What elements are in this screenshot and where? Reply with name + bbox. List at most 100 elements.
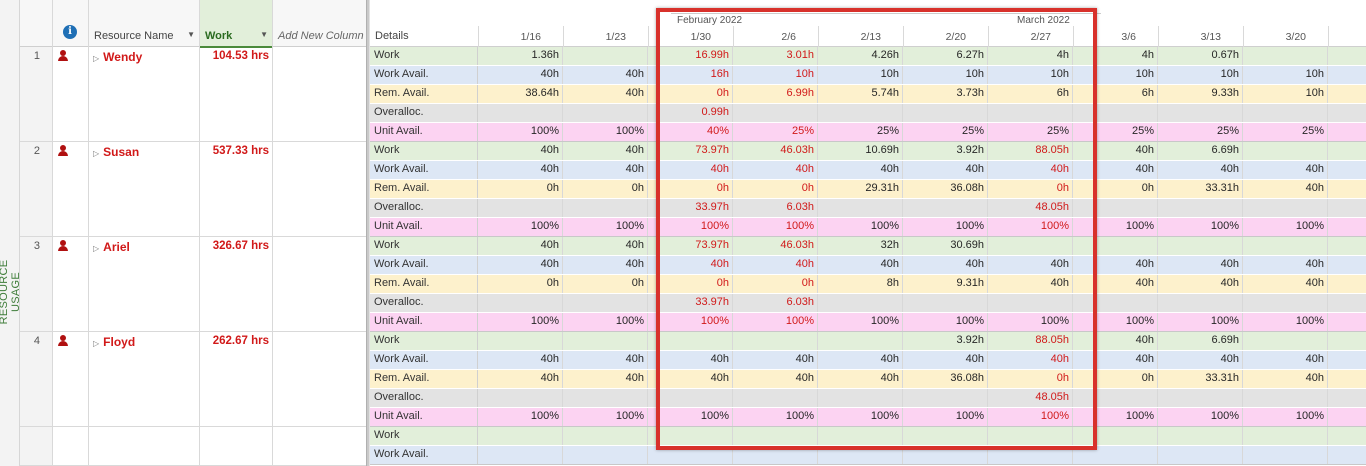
resource-work-cell[interactable] bbox=[200, 427, 273, 465]
detail-value-cell[interactable] bbox=[903, 389, 988, 407]
resource-name-cell[interactable]: ▷ Susan bbox=[89, 142, 200, 236]
detail-value-cell[interactable]: 25% bbox=[1073, 123, 1158, 141]
resource-row[interactable]: 3 ▷ Ariel 326.67 hrs bbox=[20, 237, 370, 332]
detail-value-cell[interactable]: 40h bbox=[1073, 142, 1158, 160]
detail-value-cell[interactable] bbox=[648, 332, 733, 350]
detail-value-cell[interactable] bbox=[1328, 427, 1366, 445]
detail-value-cell[interactable] bbox=[988, 104, 1073, 122]
detail-value-cell[interactable] bbox=[1158, 446, 1243, 464]
expand-triangle-icon[interactable]: ▷ bbox=[93, 54, 100, 63]
detail-value-cell[interactable] bbox=[478, 446, 563, 464]
detail-value-cell[interactable]: 33.97h bbox=[648, 199, 733, 217]
resource-row[interactable]: 2 ▷ Susan 537.33 hrs bbox=[20, 142, 370, 237]
row-number[interactable] bbox=[20, 427, 53, 465]
detail-value-cell[interactable] bbox=[1243, 47, 1328, 65]
detail-value-cell[interactable] bbox=[1243, 389, 1328, 407]
detail-value-cell[interactable] bbox=[1328, 313, 1366, 331]
detail-value-cell[interactable] bbox=[1328, 294, 1366, 312]
detail-value-cell[interactable]: 40h bbox=[988, 161, 1073, 179]
detail-value-cell[interactable]: 40h bbox=[818, 351, 903, 369]
row-number[interactable]: 2 bbox=[20, 142, 53, 236]
detail-value-cell[interactable]: 3.92h bbox=[903, 142, 988, 160]
detail-value-cell[interactable]: 40h bbox=[563, 161, 648, 179]
detail-value-cell[interactable]: 40h bbox=[563, 351, 648, 369]
detail-value-cell[interactable] bbox=[563, 294, 648, 312]
detail-value-cell[interactable] bbox=[903, 446, 988, 464]
expand-triangle-icon[interactable]: ▷ bbox=[93, 339, 100, 348]
detail-value-cell[interactable]: 100% bbox=[478, 313, 563, 331]
detail-value-cell[interactable] bbox=[1243, 332, 1328, 350]
detail-value-cell[interactable]: 10h bbox=[818, 66, 903, 84]
detail-value-cell[interactable] bbox=[1328, 237, 1366, 255]
detail-value-cell[interactable]: 0h bbox=[478, 275, 563, 293]
detail-value-cell[interactable]: 0h bbox=[648, 85, 733, 103]
detail-value-cell[interactable]: 40h bbox=[1243, 256, 1328, 274]
detail-value-cell[interactable] bbox=[903, 294, 988, 312]
detail-value-cell[interactable]: 4h bbox=[988, 47, 1073, 65]
detail-value-cell[interactable] bbox=[478, 332, 563, 350]
detail-value-cell[interactable] bbox=[1073, 446, 1158, 464]
detail-value-cell[interactable]: 40h bbox=[903, 161, 988, 179]
detail-value-cell[interactable]: 100% bbox=[478, 408, 563, 426]
empty-new-column-cell[interactable] bbox=[273, 142, 370, 236]
detail-value-cell[interactable] bbox=[478, 389, 563, 407]
detail-value-cell[interactable]: 10h bbox=[988, 66, 1073, 84]
detail-value-cell[interactable]: 25% bbox=[988, 123, 1073, 141]
detail-value-cell[interactable]: 6.03h bbox=[733, 294, 818, 312]
detail-value-cell[interactable] bbox=[1328, 256, 1366, 274]
resource-name-cell[interactable]: ▷ Floyd bbox=[89, 332, 200, 426]
detail-value-cell[interactable]: 40h bbox=[1158, 161, 1243, 179]
detail-value-cell[interactable] bbox=[818, 294, 903, 312]
resource-name-cell[interactable]: ▷ Wendy bbox=[89, 47, 200, 141]
detail-value-cell[interactable]: 10h bbox=[1243, 66, 1328, 84]
detail-value-cell[interactable]: 40h bbox=[1158, 275, 1243, 293]
detail-value-cell[interactable]: 38.64h bbox=[478, 85, 563, 103]
detail-value-cell[interactable]: 100% bbox=[1158, 313, 1243, 331]
detail-value-cell[interactable]: 10h bbox=[1158, 66, 1243, 84]
detail-value-cell[interactable]: 40h bbox=[563, 370, 648, 388]
detail-value-cell[interactable]: 4h bbox=[1073, 47, 1158, 65]
detail-value-cell[interactable]: 100% bbox=[478, 123, 563, 141]
select-all-corner[interactable] bbox=[20, 0, 53, 47]
detail-value-cell[interactable]: 88.05h bbox=[988, 142, 1073, 160]
detail-value-cell[interactable] bbox=[903, 199, 988, 217]
detail-value-cell[interactable]: 0h bbox=[563, 180, 648, 198]
detail-value-cell[interactable]: 40h bbox=[818, 256, 903, 274]
detail-value-cell[interactable]: 40h bbox=[563, 256, 648, 274]
detail-value-cell[interactable]: 0h bbox=[563, 275, 648, 293]
detail-value-cell[interactable]: 40h bbox=[478, 161, 563, 179]
detail-value-cell[interactable]: 40h bbox=[733, 256, 818, 274]
detail-value-cell[interactable] bbox=[1328, 180, 1366, 198]
detail-value-cell[interactable]: 40h bbox=[478, 142, 563, 160]
detail-value-cell[interactable] bbox=[1243, 142, 1328, 160]
date-column-header[interactable]: 3/6 bbox=[1121, 31, 1136, 43]
detail-value-cell[interactable]: 40h bbox=[563, 142, 648, 160]
detail-value-cell[interactable]: 0.99h bbox=[648, 104, 733, 122]
detail-value-cell[interactable]: 100% bbox=[903, 408, 988, 426]
pane-splitter[interactable] bbox=[366, 0, 370, 466]
detail-value-cell[interactable]: 40h bbox=[648, 256, 733, 274]
detail-value-cell[interactable] bbox=[733, 389, 818, 407]
detail-value-cell[interactable]: 40h bbox=[1158, 351, 1243, 369]
detail-value-cell[interactable]: 40h bbox=[478, 256, 563, 274]
detail-value-cell[interactable]: 6h bbox=[1073, 85, 1158, 103]
detail-value-cell[interactable]: 100% bbox=[563, 218, 648, 236]
detail-value-cell[interactable]: 100% bbox=[988, 408, 1073, 426]
detail-value-cell[interactable] bbox=[1328, 66, 1366, 84]
detail-value-cell[interactable] bbox=[478, 294, 563, 312]
detail-value-cell[interactable]: 6h bbox=[988, 85, 1073, 103]
detail-value-cell[interactable] bbox=[1328, 332, 1366, 350]
resource-work-cell[interactable]: 104.53 hrs bbox=[200, 47, 273, 141]
detail-value-cell[interactable] bbox=[988, 427, 1073, 445]
detail-value-cell[interactable]: 10h bbox=[1243, 85, 1328, 103]
detail-value-cell[interactable]: 40h bbox=[478, 351, 563, 369]
detail-value-cell[interactable]: 3.73h bbox=[903, 85, 988, 103]
detail-value-cell[interactable] bbox=[733, 427, 818, 445]
detail-value-cell[interactable] bbox=[818, 199, 903, 217]
detail-value-cell[interactable] bbox=[1073, 104, 1158, 122]
detail-value-cell[interactable]: 40h bbox=[1158, 256, 1243, 274]
date-column-header[interactable]: 1/16 bbox=[520, 31, 541, 43]
detail-value-cell[interactable]: 33.97h bbox=[648, 294, 733, 312]
detail-value-cell[interactable] bbox=[1328, 142, 1366, 160]
detail-value-cell[interactable]: 100% bbox=[478, 218, 563, 236]
